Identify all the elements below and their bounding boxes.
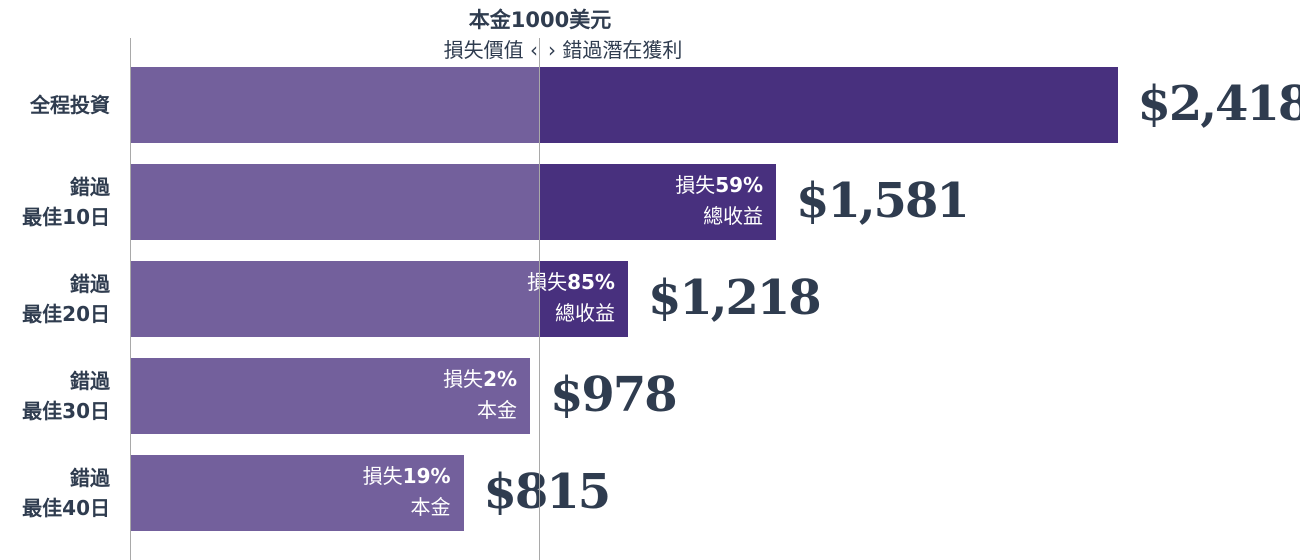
value-label: $978 bbox=[550, 367, 678, 423]
value-label: $815 bbox=[483, 464, 612, 520]
chart-header-title: 本金1000美元 bbox=[468, 8, 612, 32]
chevron-left-icon: ‹ bbox=[530, 38, 538, 62]
loss-basis: 總收益 bbox=[554, 301, 615, 325]
header-gain-label: › 錯過潛在獲利 bbox=[548, 34, 682, 63]
category-label: 錯過最佳30日 bbox=[0, 358, 110, 434]
category-label-line: 錯過 bbox=[70, 175, 110, 199]
loss-basis: 本金 bbox=[410, 495, 451, 519]
value-label: $1,581 bbox=[796, 173, 970, 229]
loss-annotation-line: 損失59% bbox=[675, 170, 763, 201]
loss-prefix: 損失 bbox=[675, 173, 716, 197]
bar-principal bbox=[131, 358, 531, 434]
category-label-line: 最佳30日 bbox=[22, 399, 110, 423]
category-label-line: 最佳40日 bbox=[22, 496, 110, 520]
loss-percent: 85% bbox=[567, 270, 615, 294]
loss-annotation: 損失19% 本金 bbox=[363, 461, 451, 523]
loss-prefix: 損失 bbox=[527, 270, 568, 294]
category-label-line: 全程投資 bbox=[30, 93, 110, 117]
loss-basis: 總收益 bbox=[703, 204, 764, 228]
bar-principal bbox=[131, 455, 464, 531]
y-axis-line bbox=[130, 38, 131, 560]
loss-basis: 本金 bbox=[477, 398, 518, 422]
bar-gain bbox=[539, 164, 777, 240]
loss-prefix: 損失 bbox=[362, 464, 403, 488]
baseline-marker-line bbox=[539, 38, 540, 560]
loss-prefix: 損失 bbox=[443, 367, 484, 391]
category-label: 錯過最佳40日 bbox=[0, 455, 110, 531]
loss-annotation: 損失59% 總收益 bbox=[675, 170, 763, 232]
category-label: 錯過最佳20日 bbox=[0, 261, 110, 337]
loss-percent: 59% bbox=[715, 173, 764, 197]
category-label-line: 最佳20日 bbox=[22, 302, 110, 326]
loss-label-text: 損失價值 bbox=[443, 38, 524, 62]
bar-principal bbox=[131, 164, 539, 240]
loss-annotation-line: 損失85% bbox=[527, 267, 615, 298]
bar-gain bbox=[539, 261, 628, 337]
chevron-right-icon: › bbox=[548, 38, 556, 62]
loss-annotation: 損失2% 本金 bbox=[443, 364, 517, 426]
loss-annotation-line: 損失19% bbox=[363, 461, 451, 492]
category-label: 全程投資 bbox=[0, 67, 110, 143]
bar-gain bbox=[539, 67, 1118, 143]
value-label: $1,218 bbox=[647, 270, 822, 326]
bar-principal bbox=[131, 67, 539, 143]
value-label: $2,418 bbox=[1137, 76, 1300, 132]
category-label-line: 錯過 bbox=[70, 466, 110, 490]
category-label-line: 錯過 bbox=[70, 369, 110, 393]
loss-percent: 19% bbox=[402, 464, 451, 488]
category-label-line: 錯過 bbox=[70, 272, 110, 296]
category-label: 錯過最佳10日 bbox=[0, 164, 110, 240]
bar-principal bbox=[131, 261, 539, 337]
gain-label-text: 錯過潛在獲利 bbox=[562, 38, 683, 62]
category-label-line: 最佳10日 bbox=[22, 205, 110, 229]
loss-annotation-line: 損失2% bbox=[443, 364, 517, 395]
loss-percent: 2% bbox=[483, 367, 518, 391]
loss-annotation: 損失85% 總收益 bbox=[527, 267, 615, 329]
header-loss-label: 損失價值 ‹ bbox=[444, 34, 538, 63]
